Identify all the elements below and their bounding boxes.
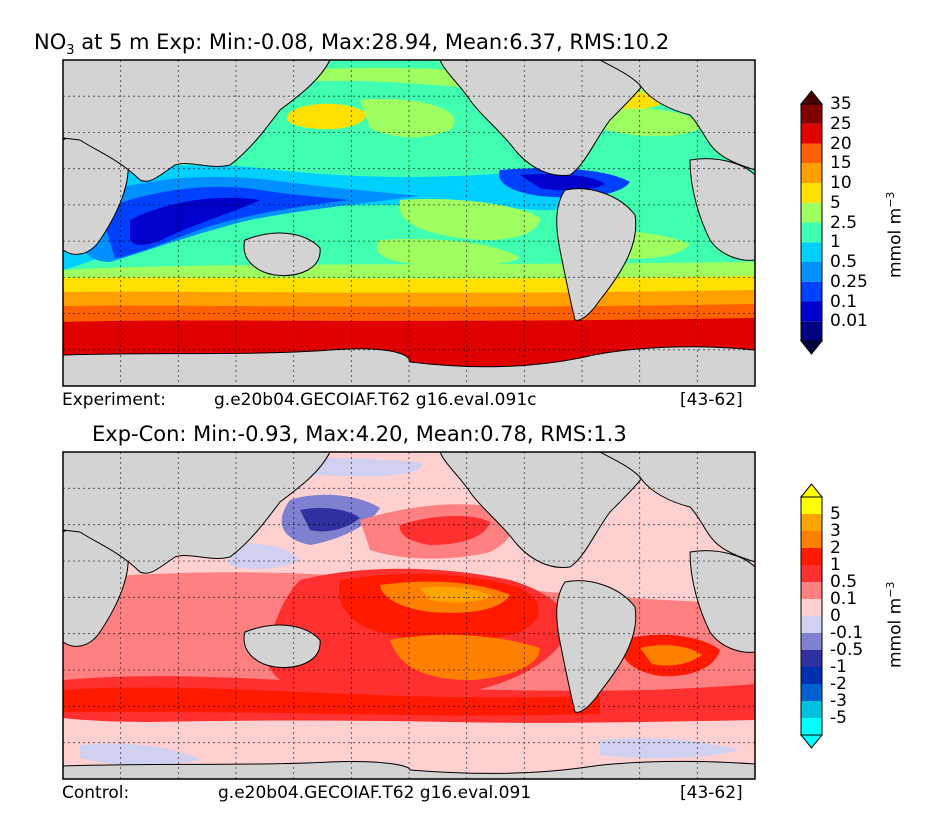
top-footer-years: [43-62]	[680, 390, 743, 410]
top-colorbar-unit: mmol m−3	[884, 191, 906, 278]
colorbar-tick-label: 1	[830, 555, 841, 575]
colorbar-segment	[801, 163, 822, 183]
colorbar-segment	[801, 599, 822, 616]
top-panel-title: NO3 at 5 m Exp: Min:-0.08, Max:28.94, Me…	[34, 30, 670, 59]
colorbar-segment	[801, 633, 822, 650]
colorbar-tick-label: -2	[830, 674, 847, 694]
bottom-footer-years: [43-62]	[680, 783, 743, 803]
colorbar-tick-label: 0.01	[830, 311, 868, 332]
colorbar-segment	[801, 667, 822, 684]
bottom-map	[63, 452, 755, 779]
colorbar-tick-label: 2.5	[830, 212, 858, 233]
colorbar-tick-label: -0.1	[830, 623, 864, 643]
top-map	[63, 60, 755, 386]
colorbar-tick-label: 0.1	[830, 291, 858, 312]
bottom-footer-left: Control:	[62, 783, 130, 803]
colorbar-segment	[801, 650, 822, 667]
colorbar-segment	[801, 321, 822, 341]
colorbar-tick-label: 0.25	[830, 271, 868, 292]
colorbar-segment	[801, 301, 822, 322]
colorbar-segment	[801, 242, 822, 262]
colorbar-extend-over	[799, 90, 824, 105]
top-colorbar	[799, 90, 824, 355]
colorbar-frame	[800, 103, 823, 342]
colorbar-segment	[801, 684, 822, 701]
colorbar-segment	[801, 497, 822, 514]
colorbar-segment	[801, 222, 822, 243]
colorbar-segment	[801, 123, 822, 144]
colorbar-tick-label: 0.5	[830, 572, 858, 592]
colorbar-segment	[801, 701, 822, 718]
colorbar-segment	[801, 143, 822, 164]
colorbar-segment	[801, 104, 822, 124]
colorbar-tick-label: 25	[830, 113, 852, 134]
colorbar-tick-label: 5	[830, 504, 841, 524]
colorbar-segment	[801, 202, 822, 223]
colorbar-tick-label: 1	[830, 232, 841, 253]
colorbar-segment	[801, 262, 822, 282]
colorbar-segment	[801, 531, 822, 548]
colorbar-tick-label: 15	[830, 153, 852, 174]
colorbar-segment	[801, 718, 822, 735]
colorbar-tick-label: 3	[830, 521, 841, 541]
colorbar-segment	[801, 582, 822, 599]
colorbar-segment	[801, 565, 822, 582]
colorbar-segment	[801, 281, 822, 302]
colorbar-tick-label: 0	[830, 606, 841, 626]
colorbar-tick-label: 0.5	[830, 252, 858, 272]
colorbar-segment	[801, 183, 822, 203]
colorbar-tick-label: 20	[830, 133, 852, 154]
colorbar-tick-label: 5	[830, 192, 841, 213]
colorbar-tick-label: 2	[830, 538, 841, 558]
colorbar-extend-over	[799, 483, 824, 498]
colorbar-extend-under	[799, 340, 824, 355]
bottom-colorbar	[799, 483, 824, 749]
colorbar-tick-label: 10	[830, 173, 852, 193]
colorbar-tick-label: 35	[830, 94, 852, 114]
colorbar-segment	[801, 514, 822, 531]
top-footer-case: g.e20b04.GECOIAF.T62 g16.eval.091c	[214, 390, 537, 410]
colorbar-tick-label: -5	[830, 708, 847, 728]
colorbar-extend-under	[799, 734, 824, 749]
colorbar-frame	[800, 496, 823, 736]
bottom-footer-case: g.e20b04.GECOIAF.T62 g16.eval.091	[218, 783, 532, 803]
colorbar-tick-label: -3	[830, 691, 847, 711]
top-footer-left: Experiment:	[62, 390, 166, 410]
colorbar-segment	[801, 616, 822, 633]
colorbar-tick-label: -0.5	[830, 640, 864, 660]
bottom-panel-title: Exp-Con: Min:-0.93, Max:4.20, Mean:0.78,…	[92, 422, 627, 446]
bottom-colorbar-unit: mmol m−3	[884, 581, 906, 668]
colorbar-tick-label: 0.1	[830, 589, 858, 609]
colorbar-tick-label: -1	[830, 657, 847, 677]
colorbar-segment	[801, 548, 822, 565]
